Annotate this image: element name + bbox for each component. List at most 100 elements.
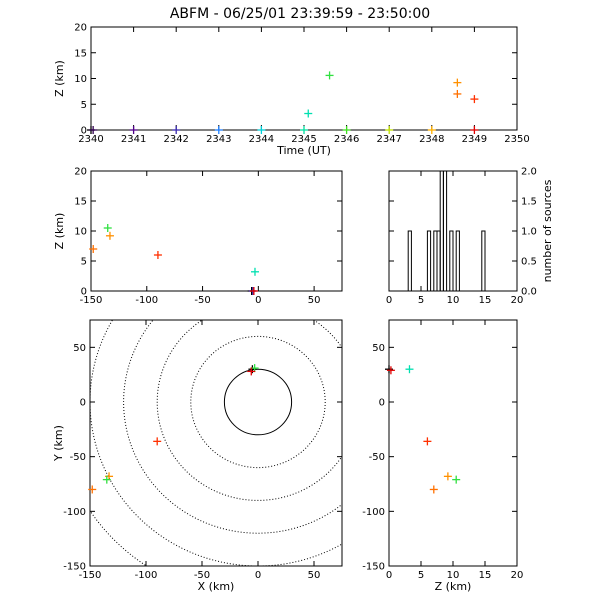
y-axis-label: Z (km)	[53, 213, 66, 250]
x-tick-label: 2342	[163, 134, 188, 145]
data-point	[405, 365, 414, 374]
altitude-histogram-panel: 0 5 10 15 200.0 0.5 1.0 1.5 2.0 number of sources	[386, 167, 554, 307]
data-point	[452, 475, 461, 484]
x-axis-label: X (km)	[198, 580, 235, 593]
data-point	[325, 71, 334, 80]
data-point	[129, 126, 138, 134]
histogram-bar	[481, 230, 486, 292]
range-ring	[190, 335, 326, 469]
plan-view-panel: -150 -100 -50 0 50 -150 -100 -50 0 50 X (km) Y (km)	[52, 319, 343, 593]
x-tick-label: 2343	[206, 134, 231, 145]
histogram-bar	[449, 230, 454, 292]
data-point	[153, 251, 162, 259]
range-ring	[90, 509, 148, 566]
x-tick-label: 2346	[334, 134, 359, 145]
x-tick-label: 20	[511, 295, 524, 306]
plot-frame	[89, 319, 343, 567]
z-y-panel: 0 5 10 15 20 -150 -100 -50 0 50 Z (km)	[362, 319, 524, 593]
y-tick-label: -100	[362, 507, 385, 518]
y-axis-label: number of sources	[541, 179, 554, 282]
data-point	[342, 126, 351, 134]
x-tick-label: -150	[79, 570, 102, 581]
x-axis-label: Z (km)	[435, 580, 472, 593]
y-tick-label: 20	[74, 167, 87, 178]
x-tick-label: 5	[418, 295, 424, 306]
y-tick-label: 15	[74, 197, 87, 208]
x-tick-label: 20	[511, 570, 524, 581]
x-tick-label: -100	[135, 295, 158, 306]
y-tick-label: 15	[74, 48, 87, 59]
data-point	[453, 78, 462, 87]
x-tick-label: 15	[479, 295, 492, 306]
data-point	[386, 366, 395, 375]
y-tick-label: 0.5	[521, 257, 537, 268]
data-point	[470, 126, 479, 134]
y-tick-label: 10	[74, 74, 87, 85]
y-tick-label: 0	[81, 287, 87, 298]
y-tick-label: 50	[372, 343, 385, 354]
y-tick-label: 0.0	[521, 287, 537, 298]
x-tick-label: 15	[479, 570, 492, 581]
x-tick-label: 2349	[462, 134, 487, 145]
y-tick-label: 20	[74, 23, 87, 34]
figure-title: ABFM - 06/25/01 23:39:59 - 23:50:00	[170, 6, 430, 22]
histogram-bar	[442, 170, 448, 292]
y-tick-label: 5	[81, 100, 87, 111]
x-tick-label: 2348	[419, 134, 444, 145]
data-point	[88, 485, 97, 494]
x-tick-label: -50	[194, 295, 210, 306]
x-tick-label: 2340	[78, 134, 103, 145]
y-tick-label: -50	[70, 452, 86, 463]
y-tick-label: 10	[74, 227, 87, 238]
data-point	[470, 95, 479, 104]
data-point	[172, 126, 181, 134]
plot-frame	[90, 26, 518, 131]
x-tick-label: 2345	[291, 134, 316, 145]
y-tick-label: 5	[81, 257, 87, 268]
y-tick-label: -100	[63, 507, 86, 518]
x-tick-label: 2344	[249, 134, 274, 145]
histogram-bar	[426, 230, 432, 292]
range-ring	[223, 368, 293, 436]
data-point	[453, 89, 462, 98]
x-tick-label: 0	[386, 295, 392, 306]
data-point	[385, 126, 394, 134]
y-tick-label: 2.0	[521, 167, 537, 178]
data-point	[102, 475, 111, 484]
x-tick-label: 0	[386, 570, 392, 581]
y-tick-label: -150	[63, 562, 86, 573]
y-tick-label: -150	[362, 562, 385, 573]
histogram-bar	[407, 230, 412, 292]
x-tick-label: -50	[194, 570, 210, 581]
y-axis-label: Y (km)	[52, 425, 65, 462]
data-point	[300, 126, 308, 134]
data-point	[153, 437, 162, 446]
range-ring	[156, 320, 342, 501]
range-ring	[123, 320, 342, 534]
y-tick-label: 0	[80, 398, 86, 409]
y-tick-label: 1.0	[521, 227, 537, 238]
data-point	[443, 472, 452, 481]
data-point	[89, 245, 98, 253]
data-point	[423, 437, 432, 446]
y-axis-label: Z (km)	[53, 60, 66, 97]
data-point	[429, 485, 438, 494]
x-tick-label: 50	[308, 570, 321, 581]
x-tick-label: 2347	[376, 134, 401, 145]
data-point	[247, 367, 256, 376]
x-tick-label: 0	[255, 295, 261, 306]
data-point	[304, 109, 313, 118]
data-point	[214, 126, 223, 134]
x-tick-label: -150	[80, 295, 103, 306]
y-tick-label: -50	[369, 452, 385, 463]
x-tick-label: 50	[308, 295, 321, 306]
x-tick-label: 2350	[504, 134, 529, 145]
data-point	[385, 365, 393, 374]
x-height-panel: -150 -100 -50 0 50 0 5 10 15 20 Z (km)	[53, 167, 343, 306]
x-tick-label: 5	[418, 570, 424, 581]
time-height-panel: 2340 2341 2342 2343 2344 2345 2346 2347 2348 2349…	[53, 23, 530, 158]
data-point	[427, 126, 436, 134]
y-tick-label: 0	[379, 398, 385, 409]
x-tick-label: 2341	[121, 134, 146, 145]
data-point	[249, 287, 258, 295]
